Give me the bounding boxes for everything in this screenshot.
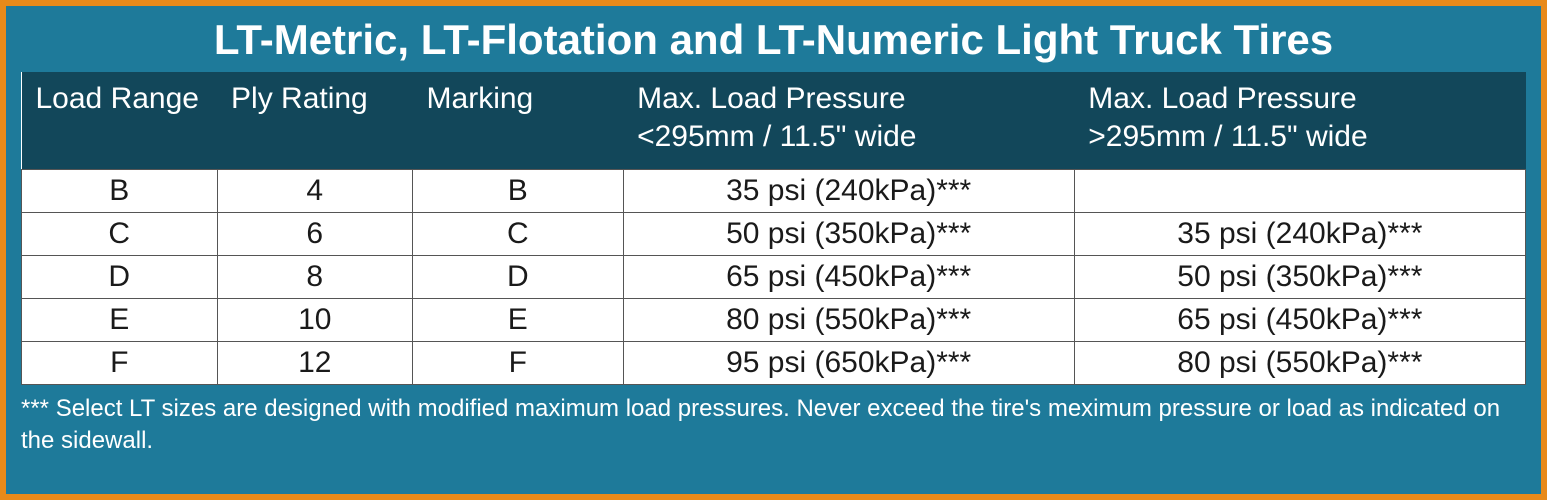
table-cell: 6 [217, 213, 413, 256]
table-title: LT-Metric, LT-Flotation and LT-Numeric L… [6, 6, 1541, 72]
table-cell: 4 [217, 170, 413, 213]
table-row: B4B35 psi (240kPa)*** [22, 170, 1526, 213]
table-row: C6C50 psi (350kPa)***35 psi (240kPa)*** [22, 213, 1526, 256]
table-cell: C [413, 213, 624, 256]
table-cell: E [413, 299, 624, 342]
table-cell: 95 psi (650kPa)*** [623, 342, 1074, 385]
col-header-pressure-wide: Max. Load Pressure >295mm / 11.5" wide [1074, 72, 1525, 170]
tire-load-table: Load Range Ply Rating Marking Max. Load … [21, 72, 1526, 385]
table-cell: 65 psi (450kPa)*** [623, 256, 1074, 299]
table-cell: F [413, 342, 624, 385]
table-cell: 80 psi (550kPa)*** [623, 299, 1074, 342]
table-row: D8D65 psi (450kPa)***50 psi (350kPa)*** [22, 256, 1526, 299]
table-cell: D [413, 256, 624, 299]
table-cell: 35 psi (240kPa)*** [623, 170, 1074, 213]
table-cell: 50 psi (350kPa)*** [1074, 256, 1525, 299]
col-header-ply-rating: Ply Rating [217, 72, 413, 170]
table-cell: E [22, 299, 218, 342]
table-cell: C [22, 213, 218, 256]
table-cell: 8 [217, 256, 413, 299]
table-cell: 10 [217, 299, 413, 342]
col-header-marking: Marking [413, 72, 624, 170]
table-cell: B [413, 170, 624, 213]
col-header-line1: Marking [427, 82, 534, 115]
col-header-line1: Max. Load Pressure [1088, 82, 1356, 115]
table-cell: D [22, 256, 218, 299]
col-header-line1: Ply Rating [231, 82, 368, 115]
table-cell: 50 psi (350kPa)*** [623, 213, 1074, 256]
tire-table-frame: LT-Metric, LT-Flotation and LT-Numeric L… [0, 0, 1547, 500]
col-header-load-range: Load Range [22, 72, 218, 170]
table-cell: 12 [217, 342, 413, 385]
table-cell: 35 psi (240kPa)*** [1074, 213, 1525, 256]
table-footnote: *** Select LT sizes are designed with mo… [6, 385, 1541, 494]
col-header-line2: <295mm / 11.5" wide [637, 120, 916, 153]
header-row: Load Range Ply Rating Marking Max. Load … [22, 72, 1526, 170]
table-cell: B [22, 170, 218, 213]
table-body: B4B35 psi (240kPa)***C6C50 psi (350kPa)*… [22, 170, 1526, 385]
table-row: F12F95 psi (650kPa)***80 psi (550kPa)*** [22, 342, 1526, 385]
table-row: E10E80 psi (550kPa)***65 psi (450kPa)*** [22, 299, 1526, 342]
table-cell: F [22, 342, 218, 385]
table-cell: 65 psi (450kPa)*** [1074, 299, 1525, 342]
table-cell: 80 psi (550kPa)*** [1074, 342, 1525, 385]
table-cell [1074, 170, 1525, 213]
col-header-line1: Load Range [36, 82, 199, 115]
col-header-pressure-narrow: Max. Load Pressure <295mm / 11.5" wide [623, 72, 1074, 170]
col-header-line1: Max. Load Pressure [637, 82, 905, 115]
col-header-line2: >295mm / 11.5" wide [1088, 120, 1367, 153]
